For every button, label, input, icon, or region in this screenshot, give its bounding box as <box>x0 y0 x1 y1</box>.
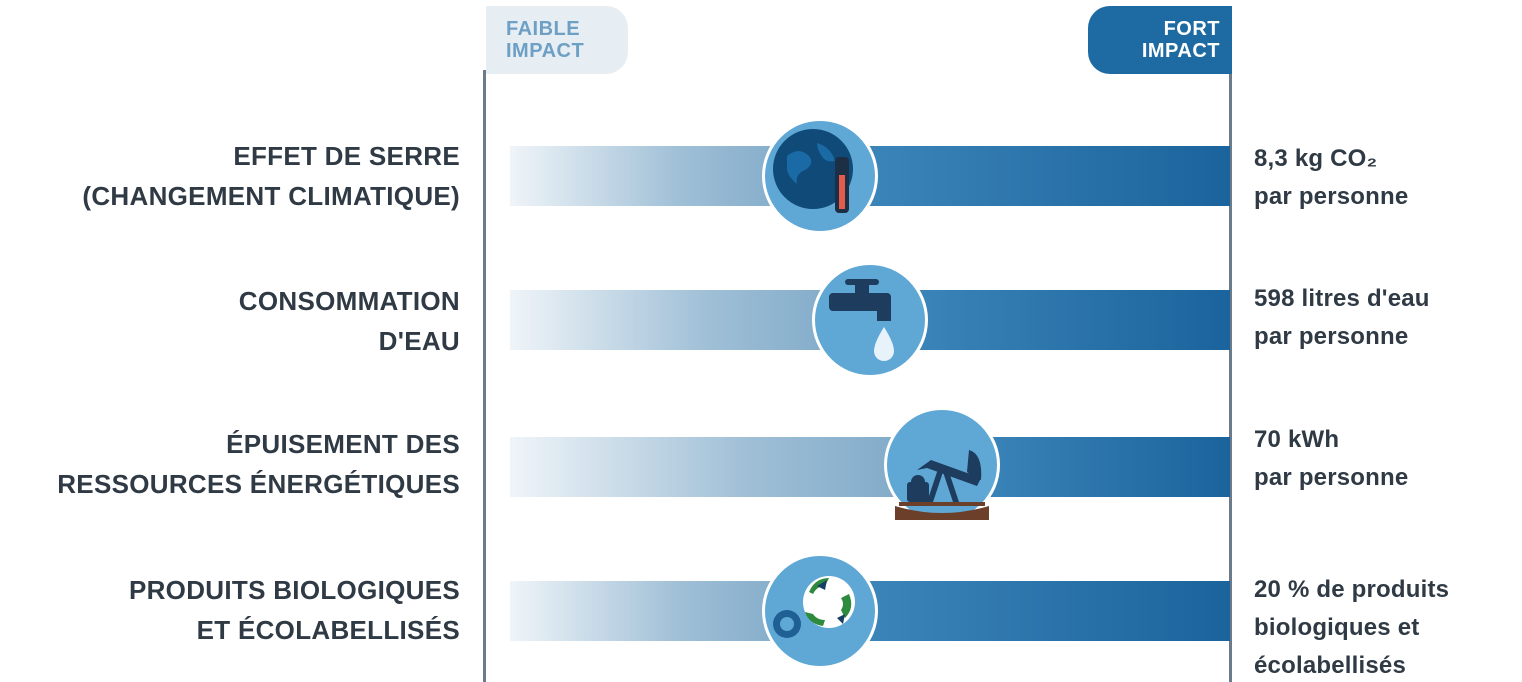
high-impact-tag-line1: FORT <box>1163 18 1220 40</box>
impact-bar-high-segment <box>819 146 1230 206</box>
row-value-line1: 598 litres d'eau <box>1254 285 1430 312</box>
row-value-line1: 8,3 kg CO₂ <box>1254 145 1378 172</box>
high-impact-axis-line <box>1229 70 1232 682</box>
row-label-line1: PRODUITS BIOLOGIQUES <box>128 575 460 605</box>
recycle-label-icon <box>764 556 875 666</box>
impact-bar-high-segment <box>870 290 1230 350</box>
row-value-line2: par personne <box>1254 464 1409 491</box>
impact-bar-water <box>510 290 1230 350</box>
row-label-line1: CONSOMMATION <box>238 286 460 316</box>
globe-thermometer-icon <box>764 121 875 231</box>
row-label-line2: D'EAU <box>378 326 460 356</box>
low-impact-tag-line2: IMPACT <box>506 40 585 62</box>
low-impact-tag: FAIBLE IMPACT <box>486 6 628 74</box>
impact-bar-high-segment <box>819 581 1230 641</box>
row-label-water: CONSOMMATION D'EAU <box>0 281 460 361</box>
row-value-line2: par personne <box>1254 323 1409 350</box>
row-value-water: 598 litres d'eau par personne <box>1254 280 1516 356</box>
impact-bar-low-segment <box>510 290 870 350</box>
row-value-line2: biologiques et <box>1254 614 1420 641</box>
row-value-line2: par personne <box>1254 183 1409 210</box>
row-value-organic: 20 % de produits biologiques et écolabel… <box>1254 571 1516 682</box>
impact-bar-low-segment <box>510 437 942 497</box>
row-value-greenhouse: 8,3 kg CO₂ par personne <box>1254 140 1516 216</box>
row-label-line2: (CHANGEMENT CLIMATIQUE) <box>82 181 460 211</box>
row-value-energy: 70 kWh par personne <box>1254 421 1516 497</box>
row-label-energy: ÉPUISEMENT DES RESSOURCES ÉNERGÉTIQUES <box>0 424 460 504</box>
oil-pump-icon <box>887 410 997 520</box>
low-impact-axis-line <box>483 70 486 682</box>
row-value-line3: écolabellisés <box>1254 652 1407 679</box>
row-label-organic: PRODUITS BIOLOGIQUES ET ÉCOLABELLISÉS <box>0 570 460 650</box>
row-label-line2: RESSOURCES ÉNERGÉTIQUES <box>57 469 460 499</box>
water-tap-icon <box>815 265 925 375</box>
high-impact-tag: FORT IMPACT <box>1088 6 1232 74</box>
high-impact-tag-line2: IMPACT <box>1141 40 1220 62</box>
row-label-greenhouse: EFFET DE SERRE (CHANGEMENT CLIMATIQUE) <box>0 136 460 216</box>
row-label-line1: ÉPUISEMENT DES <box>226 429 460 459</box>
impact-bar-energy <box>510 437 1230 497</box>
low-impact-tag-line1: FAIBLE <box>506 18 581 40</box>
row-label-line1: EFFET DE SERRE <box>233 141 460 171</box>
row-label-line2: ET ÉCOLABELLISÉS <box>196 615 460 645</box>
row-value-line1: 70 kWh <box>1254 426 1340 453</box>
row-value-line1: 20 % de produits <box>1254 576 1450 603</box>
